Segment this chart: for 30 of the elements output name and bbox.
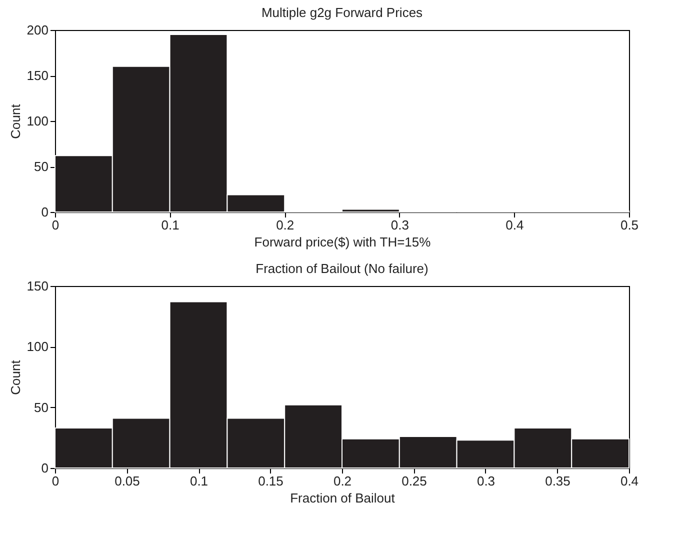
y-tick-label: 100	[26, 114, 48, 128]
x-tick-label: 0.1	[190, 474, 208, 488]
y-tick-label: 150	[26, 278, 48, 294]
y-tick-label: 200	[26, 22, 48, 38]
y-tick-label: 50	[34, 159, 48, 174]
x-tick-label: 0.2	[276, 218, 294, 232]
x-tick-label: 0	[52, 218, 60, 232]
x-tick-label: 0.5	[620, 218, 639, 232]
x-tick-label: 0.2	[333, 474, 352, 488]
x-tick-label: 0.3	[390, 218, 409, 232]
chart-title: Multiple g2g Forward Prices	[261, 5, 424, 20]
y-axis-title: Count	[8, 104, 23, 139]
y-tick-label: 50	[34, 400, 48, 415]
x-tick-label: 0.15	[258, 474, 284, 488]
x-tick-label: 0.3	[476, 474, 496, 488]
x-tick-label: 0.1	[161, 218, 180, 232]
x-tick-label: 0.25	[402, 474, 427, 488]
x-tick-label: 0.05	[114, 474, 140, 488]
x-axis-title: Forward price($) with TH=15%	[254, 234, 432, 250]
y-axis-title: Count	[8, 360, 23, 395]
y-tick-label: 100	[26, 339, 48, 354]
y-tick-label: 150	[26, 68, 48, 83]
x-axis-title: Fraction of Bailout	[290, 490, 396, 506]
y-tick-label: 0	[41, 204, 48, 220]
x-tick-label: 0.4	[620, 474, 639, 488]
x-tick-label: 0.35	[545, 474, 570, 488]
chart-title: Fraction of Bailout (No failure)	[256, 261, 428, 276]
x-tick-label: 0	[52, 474, 60, 488]
y-tick-label: 0	[41, 460, 48, 476]
x-tick-label: 0.4	[506, 218, 524, 232]
